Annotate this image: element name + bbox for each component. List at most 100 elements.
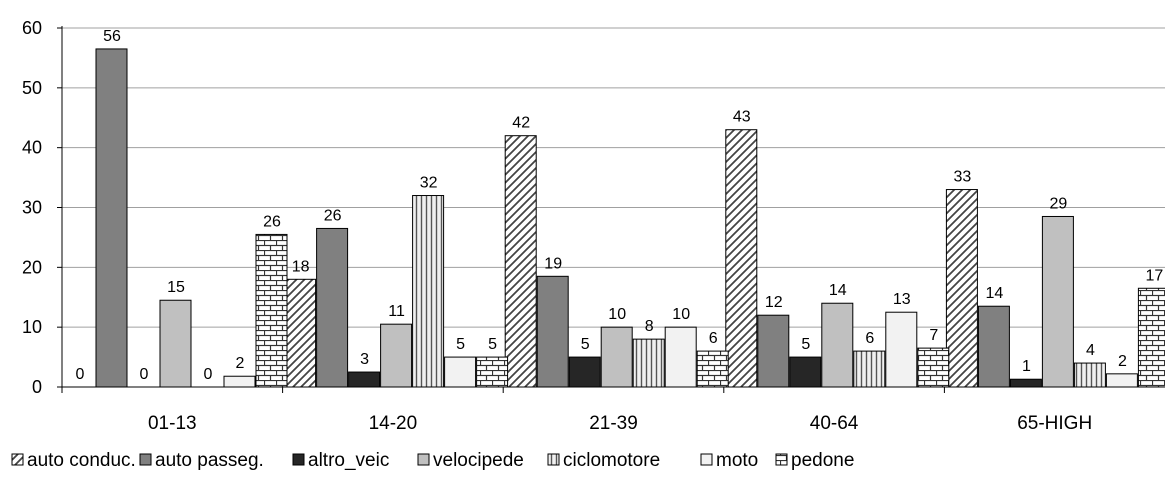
bar-auto-passeg- [977, 305, 1010, 388]
data-label: 8 [645, 318, 654, 335]
bar-pedone [255, 233, 288, 388]
data-label: 2 [1118, 353, 1127, 370]
bar-auto-passeg- [757, 314, 790, 388]
data-label: 56 [103, 28, 121, 45]
x-tick-label: 14-20 [369, 413, 418, 434]
legend-swatch [547, 453, 560, 466]
bar-ciclomotore [853, 350, 886, 388]
bar-velocipede [1041, 215, 1074, 388]
y-tick-label: 0 [32, 377, 42, 397]
bar-moto [664, 326, 697, 388]
bar-moto [1105, 373, 1138, 388]
gridlines [62, 27, 1165, 328]
bar-auto-conduc- [945, 189, 978, 388]
bar-moto [885, 311, 918, 388]
data-label: 29 [1050, 195, 1068, 212]
bar-moto [444, 356, 477, 388]
data-label: 10 [672, 306, 690, 323]
data-label: 10 [608, 306, 626, 323]
data-label: 15 [167, 279, 185, 296]
data-label: 13 [893, 291, 911, 308]
y-tick-label: 60 [22, 18, 42, 38]
legend-swatch [417, 453, 430, 466]
y-tick-label: 40 [22, 138, 42, 158]
legend-label: moto [716, 450, 758, 471]
data-label: 4 [1086, 342, 1095, 359]
legend-item: pedone [775, 450, 854, 471]
data-label: 6 [709, 330, 718, 347]
data-label: 32 [420, 175, 438, 192]
data-label: 43 [733, 109, 751, 126]
legend-label: auto conduc. [27, 450, 136, 471]
legend-item: ciclomotore [547, 450, 660, 471]
data-label: 5 [456, 336, 465, 353]
data-label: 3 [360, 351, 369, 368]
bar-pedone [1137, 287, 1165, 388]
data-label: 0 [204, 366, 213, 383]
legend-item: altro_veic [292, 450, 389, 471]
bar-moto [223, 375, 256, 388]
bar-pedone [476, 356, 509, 388]
data-label: 42 [512, 115, 530, 132]
bar-altro-veic [789, 356, 822, 388]
data-label: 18 [292, 258, 310, 275]
legend-swatch [775, 453, 788, 466]
bar-auto-passeg- [316, 227, 349, 388]
data-label: 1 [1022, 358, 1031, 375]
data-label: 14 [986, 285, 1004, 302]
data-label: 14 [829, 282, 847, 299]
legend-swatch [292, 453, 305, 466]
y-tick-label: 10 [22, 317, 42, 337]
legend-label: altro_veic [308, 450, 389, 471]
x-tick-label: 21-39 [589, 413, 638, 434]
bar-ciclomotore [632, 338, 665, 388]
y-tick-label: 50 [22, 78, 42, 98]
data-label: 5 [581, 336, 590, 353]
legend-label: pedone [791, 450, 854, 471]
legend-item: auto conduc. [11, 450, 136, 471]
bar-pedone [696, 350, 729, 388]
legend-item: velocipede [417, 450, 524, 471]
x-tick-label: 40-64 [810, 413, 859, 434]
bar-auto-passeg- [536, 275, 569, 388]
bar-auto-passeg- [95, 48, 128, 388]
data-label: 12 [765, 294, 783, 311]
bar-velocipede [600, 326, 633, 388]
data-label: 19 [544, 255, 562, 272]
data-label: 33 [954, 169, 972, 186]
bar-auto-conduc- [725, 129, 758, 388]
data-label: 26 [324, 207, 342, 224]
y-tick-label: 20 [22, 257, 42, 277]
bar-ciclomotore [412, 195, 445, 388]
data-label: 0 [76, 366, 85, 383]
data-label: 17 [1146, 267, 1164, 284]
legend-label: velocipede [433, 450, 524, 471]
x-tick-label: 01-13 [148, 413, 197, 434]
bar-velocipede [821, 302, 854, 388]
bar-altro-veic [568, 356, 601, 388]
legend-swatch [700, 453, 713, 466]
x-tick-label: 65-HIGH [1017, 413, 1092, 434]
bar-pedone [917, 347, 950, 388]
bar-velocipede [380, 323, 413, 388]
legend-item: auto passeg. [139, 450, 264, 471]
data-label: 5 [488, 336, 497, 353]
legend-label: ciclomotore [563, 450, 660, 471]
bar-auto-conduc- [284, 278, 317, 388]
data-label: 0 [140, 366, 149, 383]
bar-ciclomotore [1073, 362, 1106, 388]
data-label: 6 [865, 330, 874, 347]
legend-label: auto passeg. [155, 450, 264, 471]
data-label: 5 [801, 336, 810, 353]
legend-swatch [139, 453, 152, 466]
legend-swatch [11, 453, 24, 466]
bar-altro-veic [1009, 378, 1042, 388]
bar-velocipede [159, 299, 192, 388]
y-tick-label: 30 [22, 198, 42, 218]
legend-item: moto [700, 450, 758, 471]
data-label: 26 [263, 213, 281, 230]
legend: auto conduc. auto passeg. altro_veic veloci… [11, 450, 854, 471]
data-label: 2 [236, 355, 245, 372]
